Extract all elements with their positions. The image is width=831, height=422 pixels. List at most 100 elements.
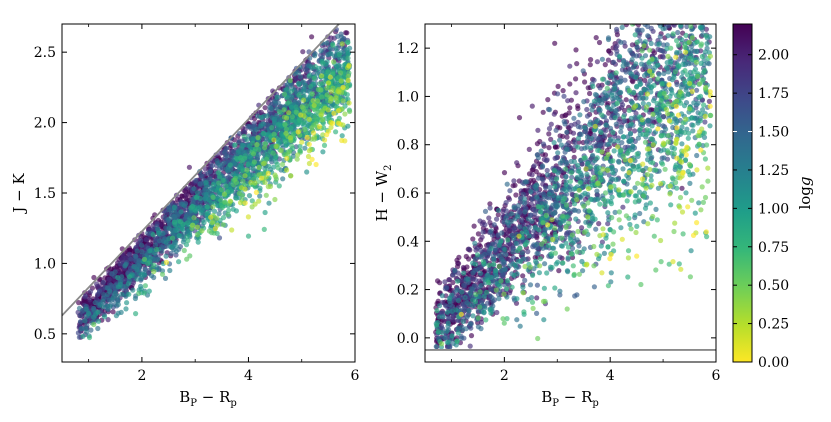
left-scatter-point [287, 135, 294, 141]
right-scatter-point [630, 52, 637, 58]
left-scatter-point [311, 134, 318, 140]
right-scatter-point [610, 0, 615, 4]
right-scatter-point [501, 170, 508, 176]
left-scatter-point [163, 259, 170, 265]
left-scatter-point [163, 243, 169, 249]
right-scatter-point [585, 85, 591, 91]
right-scatter-point [574, 292, 580, 298]
left-scatter-point [145, 260, 151, 267]
left-scatter-point [77, 319, 84, 325]
left-scatter-point [317, 124, 323, 130]
left-scatter-point [91, 314, 97, 320]
right-scatter-point [564, 134, 570, 140]
left-scatter-point [262, 145, 268, 151]
right-scatter-point [534, 310, 540, 316]
right-scatter-point [605, 221, 611, 227]
left-scatter-point [343, 17, 348, 22]
left-scatter-point [275, 122, 281, 128]
right-scatter-point [520, 221, 527, 227]
left-scatter-point [296, 80, 302, 86]
left-scatter-point [241, 133, 247, 139]
right-scatter-point [665, 0, 670, 4]
left-scatter-point [210, 187, 216, 193]
right-scatter-point [551, 111, 557, 117]
right-scatter-point [491, 222, 497, 228]
left-scatter-point [112, 269, 118, 275]
left-scatter-point [115, 275, 121, 281]
left-scatter-point [278, 148, 284, 154]
left-scatter-point [309, 91, 315, 97]
right-scatter-point [482, 208, 489, 214]
left-scatter-point [331, 110, 337, 116]
left-x-tick-label: 4 [244, 368, 253, 384]
right-scatter-point [696, 9, 701, 14]
left-scatter-point [320, 117, 326, 123]
left-scatter-point [82, 294, 88, 300]
left-scatter-point [258, 114, 264, 121]
left-scatter-point [244, 167, 250, 173]
right-scatter-point [557, 292, 563, 298]
left-scatter-point [242, 173, 248, 179]
left-scatter-point [272, 196, 278, 203]
right-scatter-point [611, 59, 617, 65]
left-scatter-point [266, 163, 272, 169]
left-scatter-point [179, 226, 186, 233]
right-scatter-point [470, 236, 476, 242]
right-scatter-point [658, 6, 663, 11]
left-scatter-point [339, 137, 345, 144]
left-scatter-point [337, 24, 339, 25]
left-scatter-point [233, 208, 239, 214]
right-scatter-point [679, 185, 685, 191]
right-scatter-point [627, 14, 632, 19]
right-scatter-point [694, 18, 699, 23]
right-scatter-point [629, 42, 636, 48]
right-scatter-point [622, 77, 628, 83]
right-scatter-point [468, 333, 475, 339]
left-scatter-point [223, 183, 229, 189]
right-scatter-point [567, 63, 573, 69]
right-scatter-point [511, 225, 518, 231]
right-scatter-point [565, 98, 571, 104]
left-scatter-point [288, 173, 294, 179]
left-scatter-point [242, 186, 248, 192]
right-scatter-point [443, 303, 449, 309]
left-scatter-point [324, 132, 330, 138]
left-scatter-point [236, 131, 243, 137]
left-scatter-point [284, 155, 290, 161]
left-scatter-point [170, 235, 176, 241]
left-scatter-point [218, 150, 224, 156]
left-scatter-point [240, 178, 246, 184]
right-scatter-point [478, 319, 485, 325]
right-scatter-point [660, 3, 665, 8]
left-scatter-point [126, 274, 132, 280]
right-scatter-point [556, 268, 562, 274]
left-scatter-point [136, 263, 142, 269]
left-scatter-point [345, 51, 351, 57]
left-scatter-point [173, 248, 179, 254]
left-reference-line [62, 24, 341, 317]
right-scatter-point [623, 69, 629, 75]
left-scatter-point [282, 139, 288, 145]
left-scatter-point [78, 326, 84, 332]
left-scatter-point [181, 247, 187, 254]
left-scatter-point [210, 194, 216, 200]
left-scatter-point [306, 73, 312, 79]
left-scatter-point [275, 165, 281, 171]
left-scatter-point [101, 292, 107, 298]
left-scatter-point [319, 94, 325, 100]
left-scatter-point [311, 102, 317, 108]
left-scatter-point [190, 222, 196, 228]
right-scatter-point [555, 91, 561, 97]
right-scatter-point [693, 3, 698, 8]
right-scatter-point [698, 0, 703, 4]
right-scatter-point [595, 136, 601, 142]
left-scatter-point [130, 287, 136, 293]
left-scatter-point [134, 248, 140, 254]
left-scatter-point [134, 276, 140, 282]
right-scatter-point [546, 145, 552, 151]
right-scatter-point [494, 216, 500, 222]
right-scatter-point [534, 295, 540, 301]
left-scatter-point [289, 117, 295, 124]
right-scatter-point [633, 110, 639, 116]
left-scatter-point [271, 131, 277, 137]
